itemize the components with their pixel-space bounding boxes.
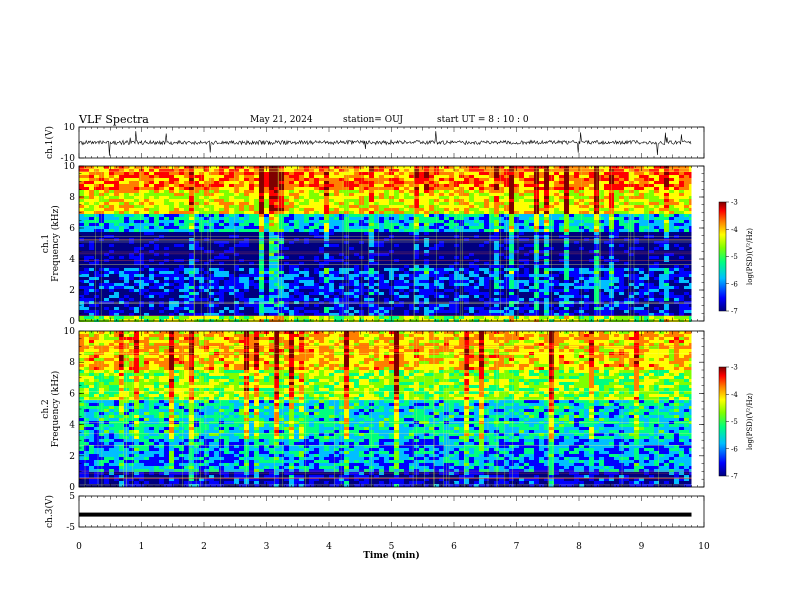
y-tick-label: 8 (69, 358, 75, 368)
y-tick-label: 8 (69, 193, 75, 203)
y-axis-label: ch.3(V) (44, 495, 55, 528)
y-axis-label: Frequency (kHz) (50, 371, 61, 448)
x-tick-label: 8 (576, 542, 582, 552)
x-tick-label: 4 (326, 542, 332, 552)
y-tick-label: 10 (64, 327, 76, 337)
y-axis-label: ch.1(V) (44, 126, 55, 159)
ch3-waveform (79, 512, 692, 517)
y-axis-label: ch.1 (41, 234, 51, 253)
y-tick-label: 0 (69, 483, 75, 493)
y-tick-label: 2 (69, 286, 75, 296)
date-label: May 21, 2024 (250, 115, 313, 125)
x-axis-label: Time (min) (363, 550, 420, 561)
x-tick-label: 1 (139, 542, 145, 552)
plot-title: VLF Spectra (79, 113, 149, 126)
colorbar-tick-label: -5 (731, 418, 738, 426)
y-tick-label: 10 (64, 162, 76, 172)
station-label: station= OUJ (343, 115, 404, 125)
y-tick-label: 2 (69, 452, 75, 462)
x-tick-label: 9 (639, 542, 645, 552)
colorbar-tick-label: -4 (731, 391, 738, 399)
colorbar-tick-label: -3 (731, 364, 738, 372)
colorbar-tick-label: -6 (731, 280, 738, 288)
colorbar-tick-label: -7 (731, 473, 738, 481)
x-tick-label: 7 (514, 542, 520, 552)
y-tick-label: 6 (69, 224, 75, 234)
colorbar-tick-label: -7 (731, 308, 738, 316)
y-tick-label: -5 (66, 523, 75, 533)
y-tick-label: 5 (69, 492, 75, 502)
y-tick-label: 6 (69, 389, 75, 399)
colorbar-label: log(PSD)(V²/Hz) (746, 228, 754, 285)
y-tick-label: -10 (61, 154, 76, 164)
colorbar-tick-label: -6 (731, 445, 738, 453)
x-tick-label: 6 (451, 542, 457, 552)
colorbar (718, 201, 727, 312)
y-axis-label: Frequency (kHz) (50, 205, 61, 282)
ch1-waveform (78, 131, 692, 156)
colorbar-tick-label: -3 (731, 199, 738, 207)
ch1-spectrogram (79, 166, 704, 322)
colorbar-label: log(PSD)(V²/Hz) (746, 393, 754, 450)
x-tick-label: 5 (389, 542, 395, 552)
x-tick-label: 2 (201, 542, 207, 552)
y-tick-label: 4 (69, 421, 75, 431)
y-tick-label: 4 (69, 255, 75, 265)
start-time-label: start UT = 8 : 10 : 0 (437, 115, 529, 125)
colorbar-tick-label: -5 (731, 253, 738, 261)
y-tick-label: 10 (64, 123, 76, 133)
colorbar (718, 366, 727, 477)
y-tick-label: 0 (69, 317, 75, 327)
x-tick-label: 10 (698, 542, 710, 552)
x-tick-label: 3 (264, 542, 270, 552)
colorbar-tick-label: -4 (731, 226, 738, 234)
ch2-spectrogram (79, 331, 704, 487)
x-tick-label: 0 (76, 542, 82, 552)
y-axis-label: ch.2 (41, 399, 51, 418)
